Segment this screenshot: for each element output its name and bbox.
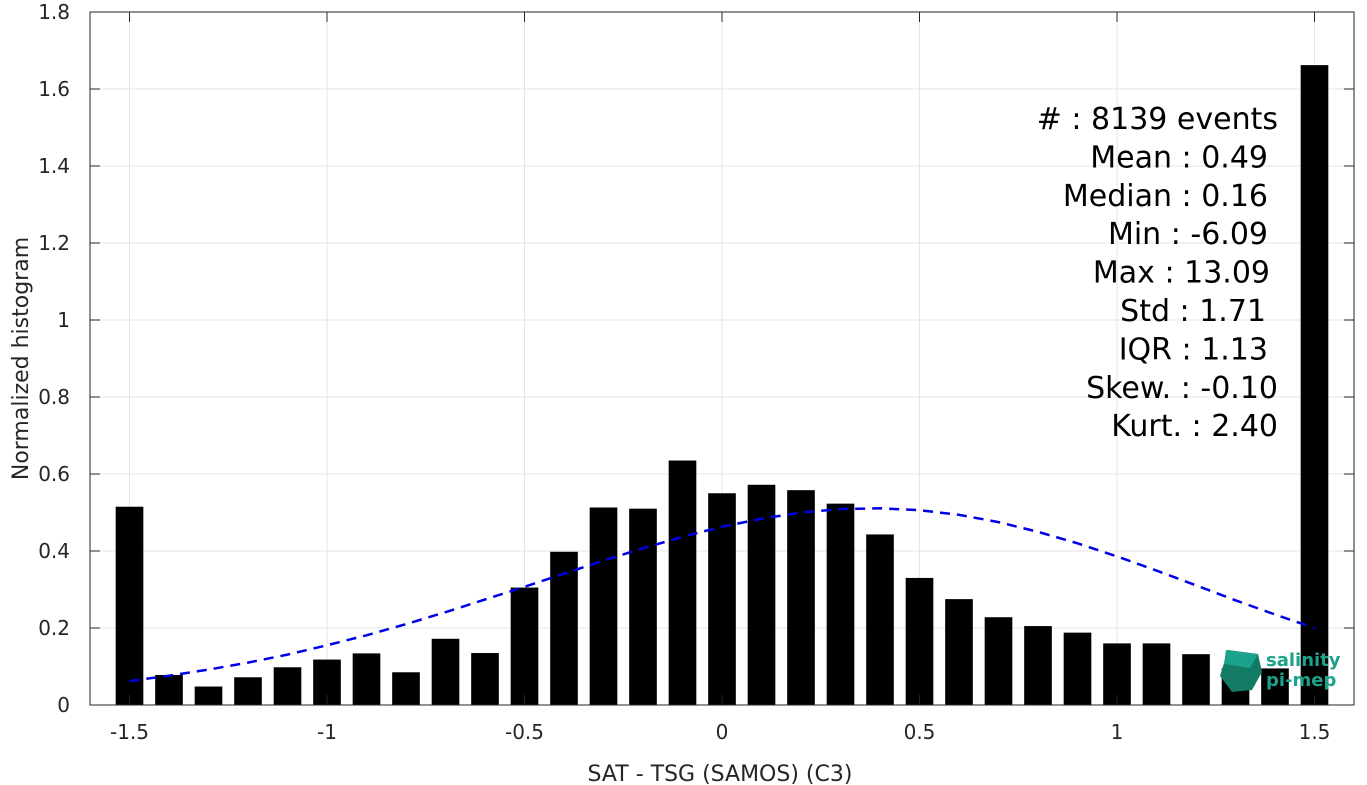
salinity-pimep-logo: salinity pi-mep [1220, 650, 1341, 692]
x-tick-label: -0.5 [505, 720, 544, 744]
x-tick-label: 1.5 [1299, 720, 1331, 744]
histogram-bar [392, 672, 420, 705]
y-tick-label: 0.4 [38, 539, 70, 563]
x-tick-label: 0.5 [904, 720, 936, 744]
y-tick-label: 1.8 [38, 0, 70, 24]
y-tick-label: 1 [57, 308, 70, 332]
histogram-bar [1063, 632, 1092, 705]
y-tick-label: 0.8 [38, 385, 70, 409]
stat-line: IQR : 1.13 [1119, 332, 1268, 367]
histogram-bar [471, 653, 499, 705]
stat-line: Max : 13.09 [1093, 256, 1270, 291]
histogram-bar [708, 493, 736, 705]
histogram-bar [352, 653, 381, 705]
histogram-bar [115, 506, 144, 705]
histogram-bar [431, 638, 460, 705]
stat-line: Skew. : -0.10 [1086, 371, 1278, 406]
histogram-bar [1300, 65, 1329, 705]
histogram-bar [273, 667, 302, 705]
histogram-bar [787, 490, 815, 705]
histogram-bar [1103, 643, 1131, 705]
histogram-bar [747, 484, 776, 705]
logo-line1: salinity [1266, 650, 1341, 671]
y-tick-label: 0.6 [38, 462, 70, 486]
histogram-bar [194, 686, 223, 705]
histogram-bar [866, 534, 894, 705]
logo-mark-highlight-icon [1224, 650, 1258, 668]
histogram-bar [1261, 668, 1289, 705]
histogram-bar [1142, 643, 1171, 705]
y-axis-label: Normalized histogram [9, 237, 34, 480]
x-axis-label: SAT - TSG (SAMOS) (C3) [588, 762, 853, 785]
histogram-bar [234, 677, 262, 705]
histogram-bar [905, 577, 934, 705]
histogram-bar [984, 617, 1013, 705]
x-axis-ticks: -1.5 -1 -0.5 0 0.5 1 1.5 [110, 12, 1330, 744]
logo-line2: pi-mep [1266, 670, 1336, 691]
stat-line: Median : 0.16 [1063, 179, 1268, 214]
stat-line: Min : -6.09 [1108, 217, 1268, 252]
x-tick-label: -1 [317, 720, 337, 744]
stat-line: Mean : 0.49 [1090, 140, 1268, 175]
histogram-bar [550, 551, 578, 705]
histogram-bar [589, 507, 618, 705]
fit-curve [129, 507, 1315, 683]
y-tick-label: 0.2 [38, 616, 70, 640]
histogram-bar [155, 674, 183, 705]
y-tick-label: 1.2 [38, 231, 70, 255]
stat-line: # : 8139 events [1037, 102, 1278, 137]
y-axis-ticks: 0 0.2 0.4 0.6 0.8 1 1.2 1.4 1.6 1.8 [38, 0, 1354, 717]
histogram-bars [115, 65, 1329, 705]
y-tick-label: 0 [57, 693, 70, 717]
y-tick-label: 1.4 [38, 154, 70, 178]
histogram-bar [510, 587, 539, 705]
y-tick-label: 1.6 [38, 77, 70, 101]
stat-line: Kurt. : 2.40 [1111, 409, 1278, 444]
stat-line: Std : 1.71 [1120, 294, 1266, 329]
histogram-bar [668, 460, 697, 705]
histogram-bar [1024, 626, 1052, 705]
histogram-bar [945, 599, 973, 705]
x-tick-label: -1.5 [110, 720, 149, 744]
histogram-bar [1182, 654, 1210, 705]
x-tick-label: 1 [1111, 720, 1124, 744]
x-tick-label: 0 [716, 720, 729, 744]
histogram-bar [629, 508, 657, 705]
histogram-bar [826, 503, 855, 705]
